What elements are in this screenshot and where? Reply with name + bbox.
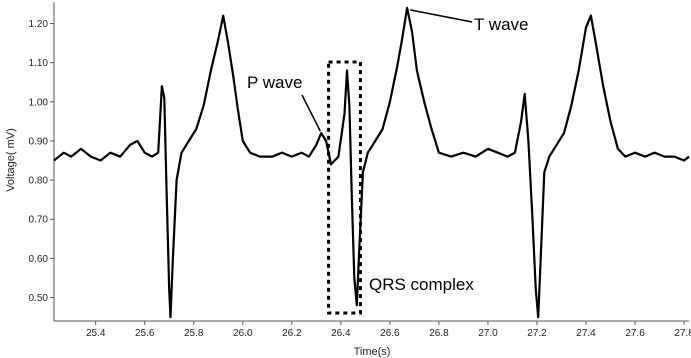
qrs-complex-box [327, 60, 362, 315]
y-tick-label: 0.50 [29, 293, 49, 304]
y-axis-ticks: 0.50 0.60 0.70 0.80 0.90 1.00 1.10 1.20 [29, 19, 54, 304]
series-layer [53, 6, 690, 319]
plot-frame [53, 2, 689, 322]
x-tick-label: 27.2 [527, 328, 547, 339]
t-wave-label: T wave [474, 15, 529, 34]
x-axis-ticks: 25.4 25.6 25.8 26.0 26.2 26.4 26.6 26.8 27.0 27.2… [86, 321, 691, 339]
x-tick-label: 26.4 [331, 328, 351, 339]
x-tick-label: 25.8 [184, 328, 204, 339]
y-axis-title: Voltage( mV) [5, 128, 17, 192]
x-tick-label: 27.6 [625, 328, 645, 339]
annotation-layer: T wave P wave QRS complex [247, 9, 529, 315]
p-wave-pointer [301, 94, 321, 132]
x-tick-label: 26.2 [282, 328, 302, 339]
x-tick-label: 25.4 [86, 328, 106, 339]
y-tick-label: 0.60 [29, 254, 49, 265]
ecg-trace-line [53, 6, 690, 319]
y-tick-label: 0.80 [29, 176, 49, 187]
y-tick-label: 1.20 [29, 19, 49, 30]
y-tick-label: 1.00 [29, 97, 49, 108]
qrs-complex-label: QRS complex [369, 275, 474, 294]
x-tick-label: 27.0 [478, 328, 498, 339]
y-tick-label: 0.90 [29, 136, 49, 147]
x-tick-label: 26.6 [380, 328, 400, 339]
x-tick-label: 26.0 [233, 328, 253, 339]
x-tick-label: 26.8 [429, 328, 449, 339]
y-tick-label: 0.70 [29, 215, 49, 226]
x-tick-label: 25.6 [135, 328, 155, 339]
x-axis-title: Time(s) [354, 346, 391, 358]
x-tick-label: 27.4 [576, 328, 596, 339]
t-wave-pointer [409, 9, 473, 23]
y-tick-label: 1.10 [29, 58, 49, 69]
p-wave-label: P wave [247, 73, 302, 92]
x-tick-label: 27.8 [674, 328, 691, 339]
